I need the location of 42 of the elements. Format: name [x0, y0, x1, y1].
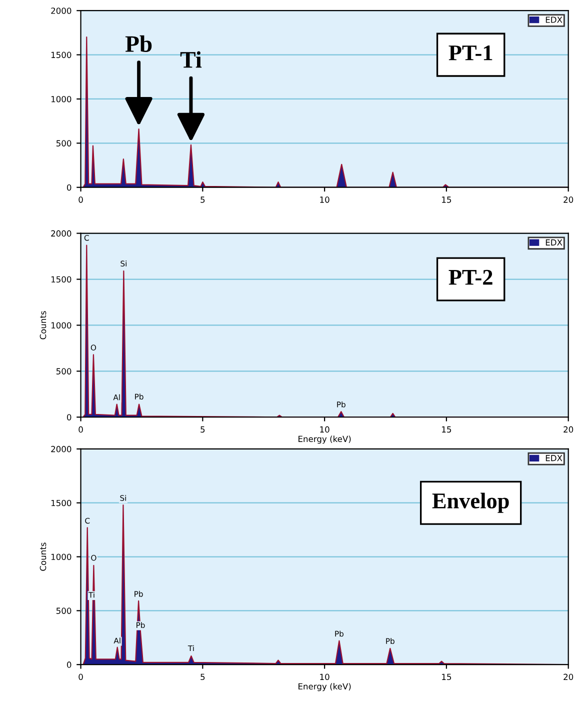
y-tick-label: 1500	[51, 500, 72, 506]
annotation: Envelop	[432, 492, 509, 513]
y-tick-label: 1500	[51, 276, 72, 283]
y-tick-label: 500	[56, 368, 72, 374]
x-tick-label: 5	[200, 674, 205, 680]
x-tick-label: 15	[442, 426, 452, 433]
y-axis-title: Counts	[40, 542, 46, 571]
annotation: Pb	[125, 35, 152, 52]
legend-label: EDX	[546, 455, 562, 462]
annotation: Ti	[180, 51, 202, 68]
y-tick-label: 500	[56, 140, 72, 146]
x-tick-label: 20	[564, 426, 574, 433]
x-tick-label: 10	[320, 196, 330, 203]
x-tick-label: 20	[564, 196, 574, 203]
x-axis-title: Energy (keV)	[298, 436, 351, 444]
x-tick-label: 0	[78, 426, 83, 433]
legend-label: EDX	[546, 16, 562, 23]
x-tick-label: 5	[200, 196, 205, 203]
annotation: PT-2	[448, 270, 492, 285]
y-axis-title: Counts	[40, 311, 46, 340]
y-tick-label: 2000	[51, 446, 72, 452]
x-tick-label: 0	[78, 196, 83, 203]
y-tick-label: 1500	[51, 52, 72, 58]
x-tick-label: 0	[78, 674, 83, 680]
x-tick-label: 15	[442, 674, 452, 680]
y-tick-label: 2000	[51, 230, 72, 237]
x-tick-label: 20	[564, 674, 574, 680]
x-tick-label: 5	[200, 426, 205, 433]
x-tick-label: 10	[320, 426, 330, 433]
x-tick-label: 10	[320, 674, 330, 680]
x-tick-label: 15	[442, 196, 452, 203]
annotation: PT-1	[448, 45, 492, 60]
y-tick-label: 2000	[51, 8, 72, 14]
y-tick-label: 0	[67, 414, 72, 420]
y-tick-label: 0	[67, 662, 72, 668]
y-tick-label: 1000	[51, 554, 72, 560]
y-tick-label: 1000	[51, 96, 72, 102]
y-tick-label: 1000	[51, 322, 72, 329]
x-axis-title: Energy (keV)	[298, 683, 351, 692]
legend-label: EDX	[546, 239, 562, 246]
y-tick-label: 500	[56, 608, 72, 614]
y-tick-label: 0	[67, 184, 72, 191]
